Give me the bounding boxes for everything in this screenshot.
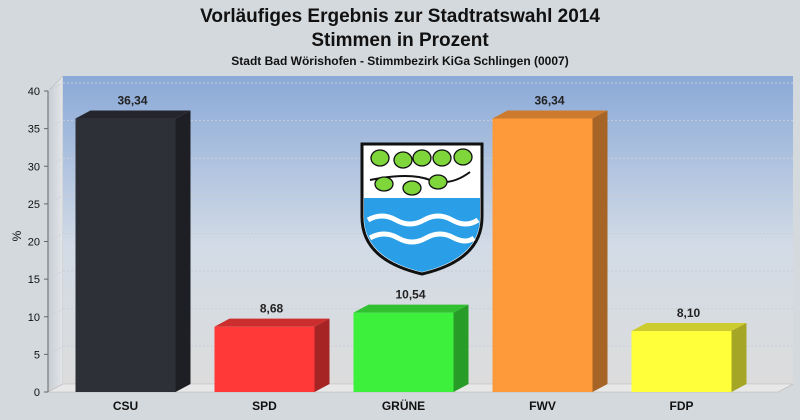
bar-front [353,312,454,392]
y-tick-label: 15 [28,274,40,286]
chart-subtitle: Stimmen in Prozent [311,30,489,51]
chart-caption: Stadt Bad Wörishofen - Stimmbezirk KiGa … [231,54,568,68]
x-tick-label: FDP [670,399,694,413]
grid-line [47,270,64,280]
y-axis-ticks: 0 5 10 15 20 25 30 35 40 [28,86,48,399]
y-tick-label: 35 [28,124,40,136]
grid-line [47,82,64,92]
bar-side [314,318,330,392]
y-tick-label: 25 [28,199,40,211]
x-tick-label: FWV [529,399,556,413]
side-wall [47,75,64,393]
y-tick-label: 10 [28,312,40,324]
bar-side [731,323,747,392]
data-label: 36,34 [534,94,564,108]
data-label: 8,10 [677,306,701,320]
bar-spd: 8,68 [214,302,330,392]
bar-front [214,326,315,392]
bar-grüne: 10,54 [353,288,469,392]
grid-line [47,120,64,130]
bar-side [453,304,469,392]
y-tick-label: 40 [28,86,40,98]
bar-front [75,118,176,392]
bar-top [214,318,330,327]
bar-top [492,110,608,119]
x-tick-label: CSU [113,399,138,413]
bar-front [492,118,593,392]
data-label: 10,54 [395,288,425,302]
bar-fwv: 36,34 [492,94,608,392]
x-tick-label: SPD [252,399,277,413]
bar-top [631,323,747,332]
x-tick-label: GRÜNE [382,398,425,413]
y-tick-label: 5 [34,349,40,361]
y-tick-label: 0 [34,387,40,399]
data-label: 36,34 [117,94,147,108]
bar-csu: 36,34 [75,94,191,392]
grid-line [47,345,64,355]
bar-side [175,110,191,392]
grid-line [47,233,64,242]
chart-title: Vorläufiges Ergebnis zur Stadtratswahl 2… [200,6,600,27]
grid-line [47,157,64,167]
linden-leaves-icon [369,148,473,196]
y-tick-label: 30 [28,161,40,173]
grid-line [47,195,64,205]
bar-fdp: 8,10 [631,306,747,392]
x-axis-ticks: CSU SPD GRÜNE FWV FDP [113,398,694,413]
bar-top [75,110,191,119]
y-axis-label: % [10,230,24,241]
bar-front [631,331,732,392]
emblem [360,142,484,276]
grid-line [47,308,64,318]
bars: 36,34 8,68 10,54 36,34 8,10 [75,94,747,392]
data-label: 8,68 [260,302,284,316]
bar-top [353,304,469,313]
y-tick-label: 20 [28,237,40,249]
bar-side [592,110,608,392]
